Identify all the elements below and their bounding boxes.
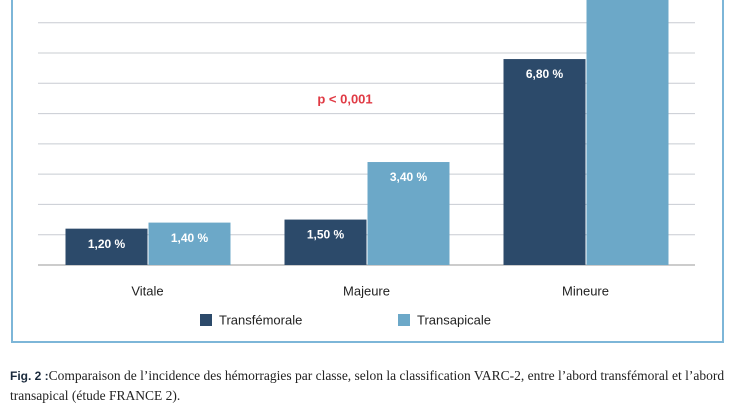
bar <box>65 228 148 265</box>
value-label: 3,40 % <box>390 170 428 184</box>
caption-label: Fig. 2 : <box>10 369 49 383</box>
legend-label: Transapicale <box>417 312 491 327</box>
chart: p < 0,001 Vitale 1,20 % 1,40 % Majeure 1,50 … <box>11 0 724 343</box>
bar <box>503 59 586 265</box>
x-tick-label: Majeure <box>343 283 390 298</box>
value-label: 1,20 % <box>88 237 126 251</box>
legend-label: Transfémorale <box>219 312 302 327</box>
bar <box>284 219 367 265</box>
bar <box>586 0 669 266</box>
value-label: 1,50 % <box>307 228 345 242</box>
bar <box>367 162 450 265</box>
annotation: p < 0,001 <box>317 91 372 106</box>
value-label: 1,40 % <box>171 231 209 245</box>
chart-frame <box>11 0 724 343</box>
x-tick-label: Vitale <box>131 283 163 298</box>
x-tick-label: Mineure <box>562 283 609 298</box>
value-label: 6,80 % <box>526 67 564 81</box>
legend-swatch <box>200 314 212 326</box>
legend-swatch <box>398 314 410 326</box>
caption-text: Comparaison de l’incidence des hémorragi… <box>10 368 725 403</box>
bar <box>148 222 231 265</box>
caption: Fig. 2 :Comparaison de l’incidence des h… <box>10 366 728 405</box>
